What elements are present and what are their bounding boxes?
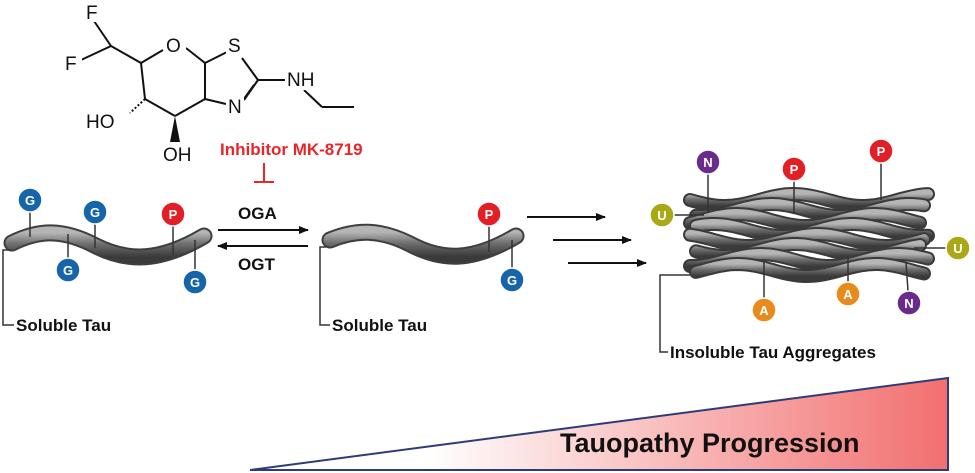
- svg-text:N: N: [904, 296, 913, 311]
- svg-text:U: U: [953, 241, 962, 256]
- bond-c-chf2: [110, 45, 142, 64]
- svg-text:G: G: [190, 275, 200, 290]
- atom-o-ring: O: [166, 36, 181, 57]
- svg-text:G: G: [25, 193, 35, 208]
- bond-ring-2: [185, 47, 206, 64]
- bond-thz-4: [204, 98, 227, 105]
- a-badge: A: [835, 281, 861, 307]
- progression-label: Tauopathy Progression: [560, 428, 860, 458]
- svg-text:N: N: [703, 155, 712, 170]
- aggregate-strand: [685, 229, 929, 252]
- p-badge: P: [781, 156, 807, 182]
- ogt-label: OGT: [238, 255, 275, 274]
- bond-f-top: [93, 20, 112, 47]
- atom-n: N: [228, 97, 242, 118]
- svg-text:A: A: [843, 287, 853, 302]
- g-badge: G: [499, 267, 525, 293]
- p-badge: P: [868, 138, 894, 164]
- aggregate-strand: [691, 258, 929, 282]
- atom-ho: HO: [86, 112, 115, 133]
- p-badge: P: [160, 201, 186, 227]
- svg-text:G: G: [90, 205, 100, 220]
- bond-thz-1: [204, 51, 228, 64]
- u-badge: U: [649, 202, 675, 228]
- tau-aggregate: N P P U U A A N Insoluble Tau Aggregates: [649, 138, 971, 362]
- g-badge: G: [17, 187, 43, 213]
- svg-text:G: G: [63, 263, 73, 278]
- mk8719-atoms: F F O S NH N HO OH: [64, 2, 321, 166]
- aggregation-arrows: [527, 213, 647, 267]
- soluble-tau-left: G G G P G Soluble Tau: [2, 187, 213, 335]
- n-badge: N: [896, 290, 922, 316]
- progression-triangle: [249, 376, 949, 471]
- bond-ring-1: [140, 49, 164, 64]
- n-badge: N: [695, 149, 721, 175]
- atom-s: S: [228, 36, 241, 57]
- atom-nh: NH: [287, 70, 314, 91]
- soluble-tau-middle: P G Soluble Tau: [319, 201, 525, 335]
- atom-oh: OH: [163, 145, 192, 166]
- bond-ring-4: [174, 98, 206, 117]
- inhibitor-group: Inhibitor MK-8719: [220, 140, 363, 183]
- equilibrium-arrows: OGA OGT: [217, 204, 309, 274]
- mk8719-structure: [80, 20, 354, 142]
- inhibitor-label: Inhibitor MK-8719: [220, 140, 363, 159]
- g-badge: G: [182, 269, 208, 295]
- bond-ho: [129, 98, 146, 114]
- tau-strand: [323, 225, 523, 263]
- g-badge: G: [82, 199, 108, 225]
- a-badge: A: [751, 297, 777, 323]
- svg-text:P: P: [790, 162, 799, 177]
- aggregate-strand: [685, 208, 925, 232]
- svg-text:A: A: [759, 303, 769, 318]
- bond-f-left: [80, 45, 112, 61]
- svg-text:P: P: [169, 207, 178, 222]
- bond-thz-2: [241, 57, 259, 81]
- g-badge: G: [55, 257, 81, 283]
- bond-ring-5: [144, 98, 176, 117]
- atom-f-top: F: [86, 3, 98, 24]
- atom-f-left: F: [65, 54, 77, 75]
- soluble-tau-label: Soluble Tau: [332, 316, 427, 335]
- bond-ethyl-1: [303, 89, 323, 108]
- svg-text:U: U: [657, 208, 666, 223]
- p-badge: P: [476, 201, 502, 227]
- svg-text:P: P: [877, 144, 886, 159]
- progression-wedge: Tauopathy Progression: [249, 376, 949, 471]
- aggregates-label: Insoluble Tau Aggregates: [670, 343, 876, 362]
- oga-label: OGA: [238, 204, 277, 223]
- soluble-tau-label: Soluble Tau: [16, 316, 111, 335]
- svg-text:G: G: [507, 273, 517, 288]
- bond-ring-6: [140, 62, 146, 100]
- svg-text:P: P: [485, 207, 494, 222]
- aggregate-strands: [683, 186, 935, 284]
- tau-strand: [5, 226, 211, 264]
- bond-oh-wedge: [170, 116, 180, 142]
- u-badge: U: [945, 235, 971, 261]
